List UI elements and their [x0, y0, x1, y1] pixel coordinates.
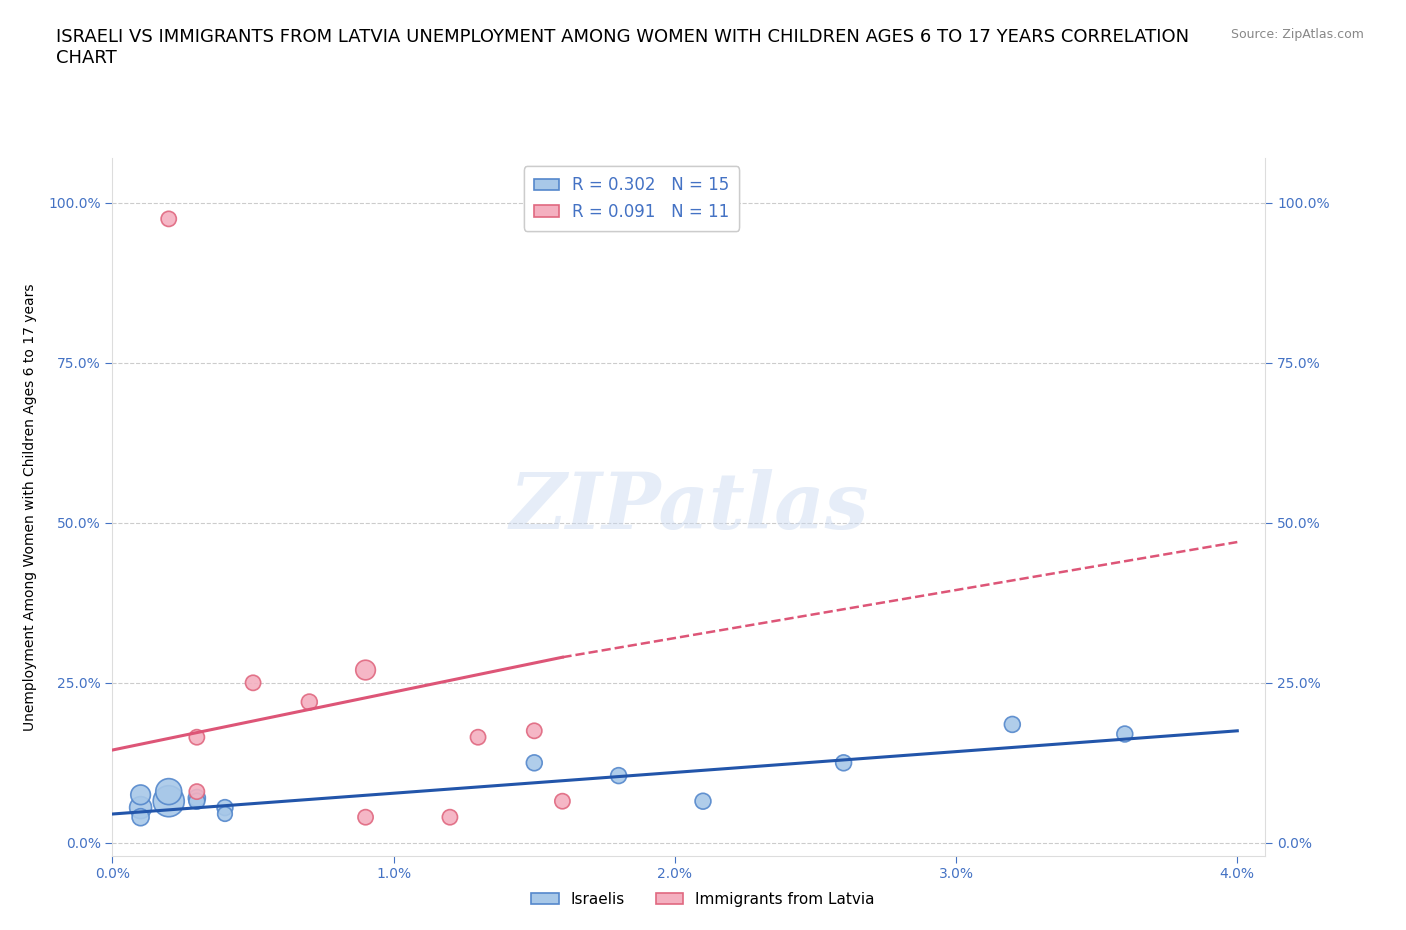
- Text: ISRAELI VS IMMIGRANTS FROM LATVIA UNEMPLOYMENT AMONG WOMEN WITH CHILDREN AGES 6 : ISRAELI VS IMMIGRANTS FROM LATVIA UNEMPL…: [56, 28, 1189, 67]
- Point: [354, 662, 377, 677]
- Point: [1001, 717, 1024, 732]
- Point: [129, 788, 152, 803]
- Point: [354, 810, 377, 825]
- Legend: R = 0.302   N = 15, R = 0.091   N = 11: R = 0.302 N = 15, R = 0.091 N = 11: [523, 166, 740, 231]
- Point: [186, 790, 208, 805]
- Point: [607, 768, 630, 783]
- Point: [214, 806, 236, 821]
- Point: [157, 211, 180, 226]
- Point: [157, 784, 180, 799]
- Legend: Israelis, Immigrants from Latvia: Israelis, Immigrants from Latvia: [524, 886, 882, 913]
- Point: [186, 784, 208, 799]
- Point: [467, 730, 489, 745]
- Point: [551, 794, 574, 809]
- Y-axis label: Unemployment Among Women with Children Ages 6 to 17 years: Unemployment Among Women with Children A…: [22, 283, 37, 731]
- Text: Source: ZipAtlas.com: Source: ZipAtlas.com: [1230, 28, 1364, 41]
- Point: [242, 675, 264, 690]
- Point: [129, 810, 152, 825]
- Point: [186, 794, 208, 809]
- Point: [298, 695, 321, 710]
- Point: [186, 730, 208, 745]
- Text: ZIPatlas: ZIPatlas: [509, 469, 869, 545]
- Point: [157, 794, 180, 809]
- Point: [439, 810, 461, 825]
- Point: [692, 794, 714, 809]
- Point: [523, 724, 546, 738]
- Point: [129, 800, 152, 815]
- Point: [1114, 726, 1136, 741]
- Point: [523, 755, 546, 770]
- Point: [214, 800, 236, 815]
- Point: [832, 755, 855, 770]
